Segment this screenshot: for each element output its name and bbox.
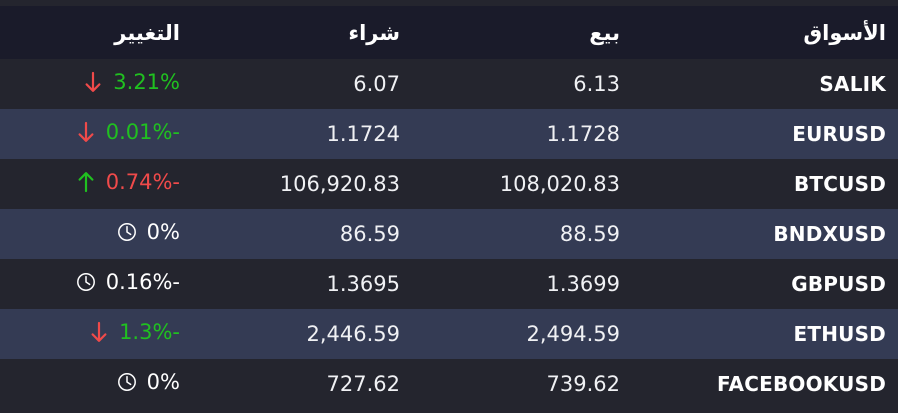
sell-price: 1.3699	[546, 272, 620, 296]
table-body: SALIK 6.13 6.07 3.21% EURUSD 1.1728 1.1724 0.01…	[0, 59, 898, 409]
buy-price: 1.3695	[326, 272, 400, 296]
table-row[interactable]: GBPUSD 1.3699 1.3695 0.16%-	[0, 259, 898, 309]
sell-price: 88.59	[559, 222, 620, 246]
market-symbol[interactable]: BNDXUSD	[773, 222, 886, 246]
clock-icon	[75, 270, 97, 294]
change-percent: 1.3%-	[119, 319, 180, 344]
column-header-sell[interactable]: بيع	[589, 20, 620, 45]
market-symbol[interactable]: EURUSD	[792, 122, 886, 146]
sell-price: 6.13	[573, 72, 620, 96]
arrow-up-icon	[75, 170, 97, 194]
change-cell: 0%	[0, 359, 180, 409]
clock-icon	[116, 370, 138, 394]
market-symbol[interactable]: BTCUSD	[793, 172, 886, 196]
sell-price: 2,494.59	[526, 322, 620, 346]
change-cell: 0.01%-	[0, 109, 180, 159]
buy-price: 86.59	[339, 222, 400, 246]
header-row: الأسواق بيع شراء التغيير	[0, 6, 898, 59]
market-symbol[interactable]: GBPUSD	[791, 272, 886, 296]
markets-table: الأسواق بيع شراء التغيير SALIK 6.13 6.07 3.…	[0, 6, 898, 409]
market-symbol[interactable]: ETHUSD	[793, 322, 886, 346]
buy-price: 727.62	[326, 372, 400, 396]
change-indicator: 0.16%-	[75, 270, 180, 294]
sell-price: 108,020.83	[499, 172, 620, 196]
table-row[interactable]: FACEBOOKUSD 739.62 727.62 0%	[0, 359, 898, 409]
change-percent: 0.16%-	[105, 269, 180, 294]
table-row[interactable]: EURUSD 1.1728 1.1724 0.01%-	[0, 109, 898, 159]
change-indicator: 0%	[116, 220, 180, 244]
change-percent: 0.01%-	[105, 119, 180, 144]
change-indicator: 0%	[116, 370, 180, 394]
table-row[interactable]: SALIK 6.13 6.07 3.21%	[0, 59, 898, 109]
clock-icon	[116, 220, 138, 244]
column-header-market[interactable]: الأسواق	[803, 20, 886, 45]
market-symbol[interactable]: SALIK	[819, 72, 886, 96]
change-indicator: 1.3%-	[88, 320, 180, 344]
change-cell: 1.3%-	[0, 309, 180, 359]
arrow-down-icon	[82, 70, 104, 94]
change-indicator: 3.21%	[82, 70, 180, 94]
change-cell: 0.74%-	[0, 159, 180, 209]
sell-price: 1.1728	[546, 122, 620, 146]
buy-price: 106,920.83	[279, 172, 400, 196]
change-percent: 0%	[146, 369, 180, 394]
change-percent: 3.21%	[113, 69, 180, 94]
table-row[interactable]: BNDXUSD 88.59 86.59 0%	[0, 209, 898, 259]
table-row[interactable]: ETHUSD 2,494.59 2,446.59 1.3%-	[0, 309, 898, 359]
arrow-down-icon	[88, 320, 110, 344]
column-header-change[interactable]: التغيير	[114, 20, 180, 45]
arrow-down-icon	[75, 120, 97, 144]
buy-price: 6.07	[353, 72, 400, 96]
change-cell: 0.16%-	[0, 259, 180, 309]
table-header: الأسواق بيع شراء التغيير	[0, 6, 898, 59]
table-row[interactable]: BTCUSD 108,020.83 106,920.83 0.74%-	[0, 159, 898, 209]
change-cell: 3.21%	[0, 59, 180, 109]
change-cell: 0%	[0, 209, 180, 259]
change-percent: 0.74%-	[105, 169, 180, 194]
buy-price: 1.1724	[326, 122, 400, 146]
change-indicator: 0.74%-	[75, 170, 180, 194]
change-indicator: 0.01%-	[75, 120, 180, 144]
change-percent: 0%	[146, 219, 180, 244]
market-symbol[interactable]: FACEBOOKUSD	[716, 372, 886, 396]
column-header-buy[interactable]: شراء	[348, 20, 400, 45]
sell-price: 739.62	[546, 372, 620, 396]
buy-price: 2,446.59	[306, 322, 400, 346]
